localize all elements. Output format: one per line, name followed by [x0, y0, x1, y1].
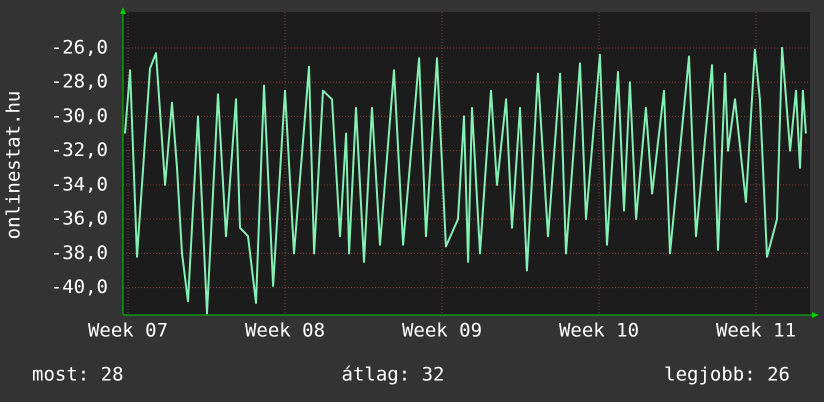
y-axis-label: onlinestat.hu [3, 91, 25, 240]
footer-best: legjobb: 26 [664, 364, 790, 386]
footer-current: most: 28 [32, 364, 124, 386]
y-tick-label: -28,0 [51, 71, 108, 93]
y-tick-label: -40,0 [51, 276, 108, 298]
y-tick-label: -26,0 [51, 36, 108, 58]
x-tick-label: Week 09 [402, 320, 482, 342]
y-tick-label: -38,0 [51, 242, 108, 264]
plot-area [123, 12, 810, 315]
y-tick-label: -32,0 [51, 139, 108, 161]
axis-arrow [812, 312, 819, 318]
footer-average: átlag: 32 [342, 364, 445, 386]
y-tick-label: -30,0 [51, 105, 108, 127]
x-tick-label: Week 08 [245, 320, 325, 342]
y-tick-label: -36,0 [51, 208, 108, 230]
x-tick-label: Week 07 [88, 320, 168, 342]
y-tick-label: -34,0 [51, 173, 108, 195]
x-tick-label: Week 10 [559, 320, 639, 342]
x-tick-label: Week 11 [716, 320, 796, 342]
data-line [124, 46, 807, 315]
